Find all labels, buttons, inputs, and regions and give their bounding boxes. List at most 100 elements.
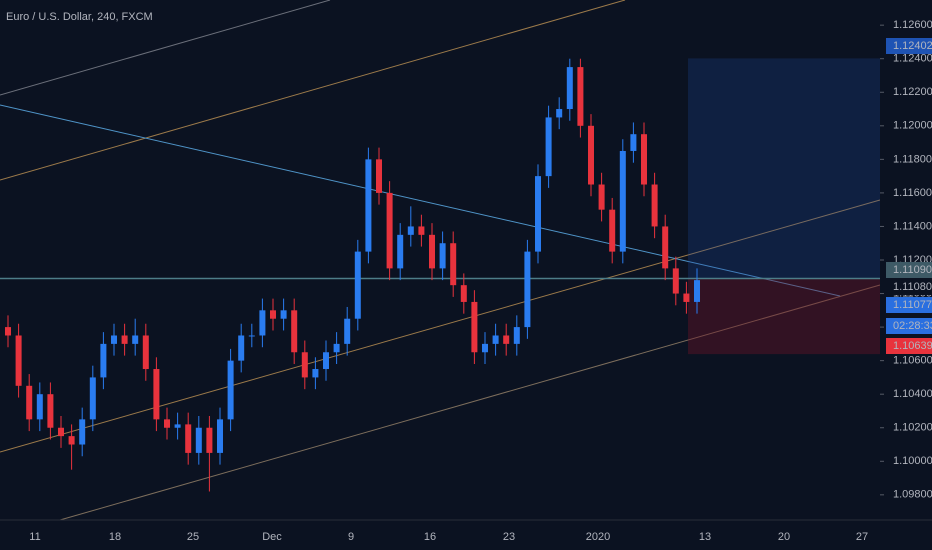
candle-body — [132, 335, 139, 344]
y-tick-label: 1.12600 — [893, 19, 932, 31]
y-tick-label: 1.10200 — [893, 422, 932, 434]
candle-body — [577, 67, 584, 126]
candle-body — [503, 335, 510, 344]
candle-body — [397, 234, 404, 269]
price-label-bg — [886, 297, 932, 313]
candle-body — [47, 394, 54, 428]
x-tick-label: 23 — [503, 531, 515, 543]
candle-body — [694, 280, 700, 302]
x-tick-label: 11 — [29, 531, 40, 543]
candle-body — [376, 159, 382, 193]
candle-body — [259, 310, 266, 336]
candle-body — [683, 293, 690, 302]
y-tick-label: 1.10000 — [893, 455, 932, 467]
candle-body — [354, 251, 361, 319]
candle-body — [280, 310, 287, 319]
candle-body — [291, 310, 298, 353]
y-tick-label: 1.10400 — [893, 388, 932, 400]
candle-body — [121, 335, 128, 344]
x-tick-label: 2020 — [586, 531, 610, 543]
candle-body — [185, 424, 192, 453]
candle-body — [206, 427, 213, 453]
candle-body — [58, 427, 64, 437]
candle-body — [662, 226, 669, 269]
channel-line — [0, 199, 881, 453]
candle-body — [556, 109, 563, 118]
candle-body — [195, 427, 202, 453]
candle-body — [15, 335, 22, 386]
y-tick-label: 1.11600 — [893, 187, 932, 199]
countdown: 02:28:33 — [893, 320, 932, 332]
countdown-bg — [886, 318, 932, 334]
candle-body — [79, 419, 86, 445]
target-zone — [688, 58, 880, 279]
candle-body — [68, 436, 75, 445]
price-label: 1.11080 — [893, 281, 932, 293]
y-tick-label: 1.09800 — [893, 489, 932, 501]
candle-body — [312, 369, 319, 378]
candle-body — [535, 176, 541, 252]
candle-body — [450, 243, 457, 286]
candle-body — [524, 251, 531, 328]
candle-body — [672, 268, 679, 294]
candle-body — [142, 335, 149, 370]
candle-body — [418, 226, 425, 235]
trend-line — [0, 104, 841, 297]
candle-body — [545, 117, 552, 177]
candle-body — [323, 352, 329, 370]
drawings — [0, 0, 881, 521]
x-tick-label: 27 — [856, 531, 868, 543]
x-tick-label: 18 — [109, 531, 121, 543]
y-tick-label: 1.12200 — [893, 86, 932, 98]
candle-body — [460, 285, 467, 302]
candle-body — [619, 150, 626, 252]
candle-body — [429, 234, 435, 269]
stop-zone — [688, 278, 880, 355]
y-tick-label: 1.12400 — [893, 53, 932, 65]
candle-body — [492, 335, 499, 344]
x-tick-label: 20 — [778, 531, 790, 543]
x-tick-label: 9 — [348, 531, 354, 543]
x-tick-label: 25 — [187, 531, 199, 543]
channel-line — [0, 0, 626, 181]
candle-body — [26, 385, 33, 420]
y-tick-label: 1.12000 — [893, 120, 932, 132]
candle-body — [174, 424, 181, 428]
candle-body — [439, 243, 446, 269]
price-label: 1.11077 — [893, 299, 932, 311]
x-tick-label: Dec — [262, 531, 282, 543]
x-tick-label: 13 — [699, 531, 711, 543]
y-tick-label: 1.11800 — [893, 153, 932, 165]
candle-body — [100, 343, 107, 378]
y-tick-label: 1.10600 — [893, 355, 932, 367]
candle-body — [238, 335, 245, 361]
candle-body — [641, 134, 647, 185]
candle-body — [598, 184, 605, 210]
price-label-bg — [886, 338, 932, 354]
candle-body — [248, 335, 255, 337]
candle-body — [407, 226, 414, 235]
candle-body — [5, 327, 11, 336]
candle-body — [217, 419, 223, 453]
candle-body — [333, 343, 340, 353]
candle-body — [386, 192, 393, 269]
candle-body — [111, 335, 117, 344]
candle-body — [36, 394, 43, 420]
candle-body — [513, 327, 520, 344]
candle-body — [566, 67, 573, 110]
candle-body — [588, 125, 594, 185]
y-tick-label: 1.11400 — [893, 220, 932, 232]
candle-body — [153, 369, 160, 420]
x-tick-label: 16 — [424, 531, 436, 543]
price-label-bg — [886, 262, 932, 278]
candle-body — [164, 419, 170, 428]
candle-body — [270, 310, 276, 319]
price-label: 1.12402 — [893, 40, 932, 52]
candle-body — [609, 209, 616, 252]
channel-line — [59, 284, 881, 521]
candle-body — [651, 184, 658, 227]
candle-body — [482, 343, 488, 353]
